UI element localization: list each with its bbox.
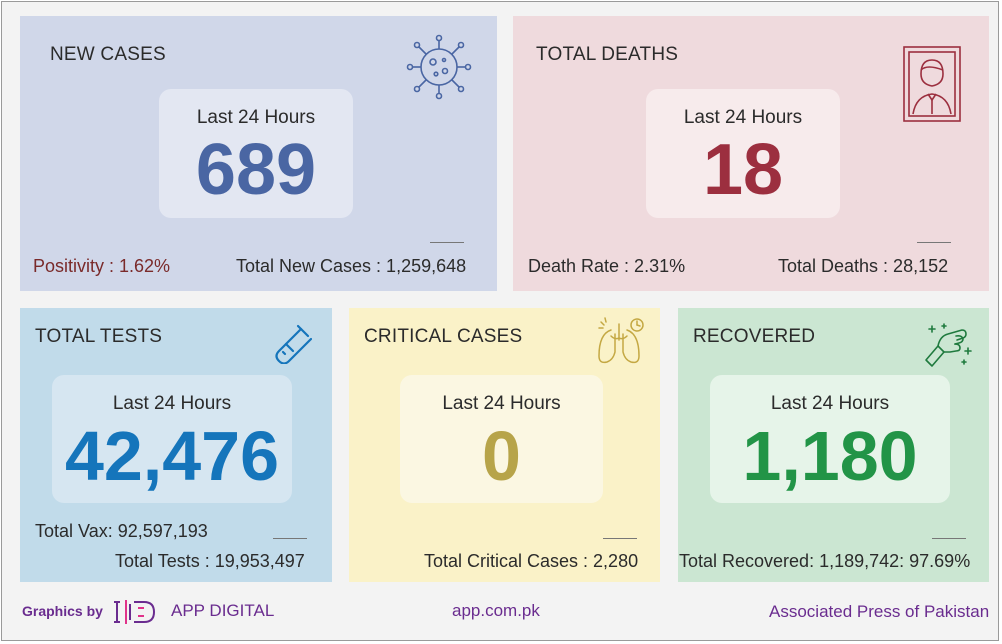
test-tube-icon: [275, 324, 312, 364]
new-cases-value: 689: [195, 130, 317, 210]
divider: [917, 242, 951, 243]
total-vax-stat: Total Vax: 92,597,193: [35, 521, 208, 541]
total-tests-stat: Total Tests : 19,953,497: [115, 551, 305, 571]
last-24-hours-panel: Last 24 Hours 0: [400, 375, 603, 503]
critical-cases-card: CRITICAL CASES Last 24 Hours 0 Total Cri…: [349, 308, 660, 582]
card-title: TOTAL TESTS: [35, 326, 163, 347]
period-label: Last 24 Hours: [442, 393, 561, 414]
recovered-value: 1,180: [742, 417, 918, 495]
period-label: Last 24 Hours: [683, 107, 803, 128]
period-label: Last 24 Hours: [196, 107, 316, 128]
last-24-hours-panel: Last 24 Hours 18: [646, 89, 840, 218]
app-digital-logo-icon: [114, 600, 156, 624]
death-rate-stat: Death Rate : 2.31%: [528, 256, 686, 276]
period-label: Last 24 Hours: [770, 393, 890, 414]
agency-name: Associated Press of Pakistan: [769, 602, 990, 621]
total-deaths-stat: Total Deaths : 28,152: [778, 256, 949, 276]
brand-name: APP DIGITAL: [171, 601, 275, 620]
graphics-by-label: Graphics by: [22, 603, 103, 619]
last-24-hours-panel: Last 24 Hours 1,180: [710, 375, 950, 503]
lungs-timer-icon: [598, 317, 644, 364]
recovered-card: RECOVERED Last 24 Hours 1,180 Total Reco…: [678, 308, 989, 582]
last-24-hours-panel: Last 24 Hours 42,476: [52, 375, 292, 503]
fist-sparkle-icon: [925, 323, 972, 367]
framed-portrait-icon: [903, 46, 961, 122]
card-title: TOTAL DEATHS: [536, 44, 679, 65]
total-critical-cases-stat: Total Critical Cases : 2,280: [424, 551, 639, 571]
card-title: CRITICAL CASES: [364, 326, 523, 347]
virus-icon: [406, 34, 472, 100]
total-tests-value: 42,476: [64, 417, 280, 495]
divider: [273, 538, 307, 539]
divider: [430, 242, 464, 243]
divider: [932, 538, 966, 539]
positivity-stat: Positivity : 1.62%: [33, 256, 171, 276]
card-title: RECOVERED: [693, 326, 816, 347]
card-title: NEW CASES: [50, 44, 166, 65]
total-tests-card: TOTAL TESTS Last 24 Hours 42,476 Total V…: [20, 308, 332, 582]
total-recovered-stat: Total Recovered: 1,189,742: 97.69%: [679, 551, 971, 571]
period-label: Last 24 Hours: [112, 393, 232, 414]
last-24-hours-panel: Last 24 Hours 689: [159, 89, 353, 218]
divider: [603, 538, 637, 539]
website-link[interactable]: app.com.pk: [452, 601, 540, 620]
critical-cases-value: 0: [482, 417, 521, 495]
total-new-cases-stat: Total New Cases : 1,259,648: [236, 256, 467, 276]
total-deaths-value: 18: [702, 130, 784, 210]
total-deaths-card: TOTAL DEATHS Last 24 Hours 18 Death Rate…: [513, 16, 989, 291]
new-cases-card: NEW CASES Last 24 Hours 689 Positivity :…: [20, 16, 497, 291]
